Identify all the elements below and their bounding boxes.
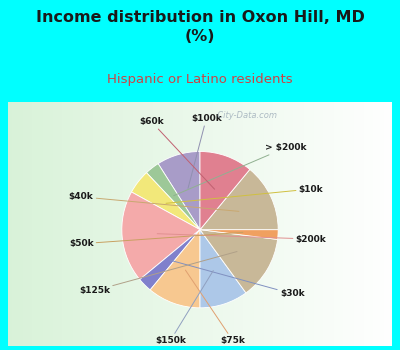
Text: $40k: $40k [69,193,239,211]
Text: $200k: $200k [157,234,326,244]
Wedge shape [158,152,200,230]
Text: City-Data.com: City-Data.com [212,111,277,120]
Wedge shape [146,164,200,230]
Text: Hispanic or Latino residents: Hispanic or Latino residents [107,74,293,86]
Text: $30k: $30k [170,260,304,298]
Text: Income distribution in Oxon Hill, MD
(%): Income distribution in Oxon Hill, MD (%) [36,10,364,44]
Wedge shape [200,152,250,230]
Text: $125k: $125k [79,252,237,295]
Text: $60k: $60k [139,117,214,189]
Wedge shape [200,230,246,308]
Wedge shape [200,230,278,239]
Wedge shape [200,230,278,293]
Wedge shape [140,230,200,290]
Text: $75k: $75k [186,270,245,345]
Text: $100k: $100k [188,114,222,188]
Text: > $200k: > $200k [174,143,307,196]
Wedge shape [150,230,200,308]
Wedge shape [122,192,200,280]
Text: $10k: $10k [166,184,323,203]
Text: $150k: $150k [155,271,213,345]
Text: $50k: $50k [69,232,243,248]
Wedge shape [200,169,278,230]
Wedge shape [132,173,200,230]
